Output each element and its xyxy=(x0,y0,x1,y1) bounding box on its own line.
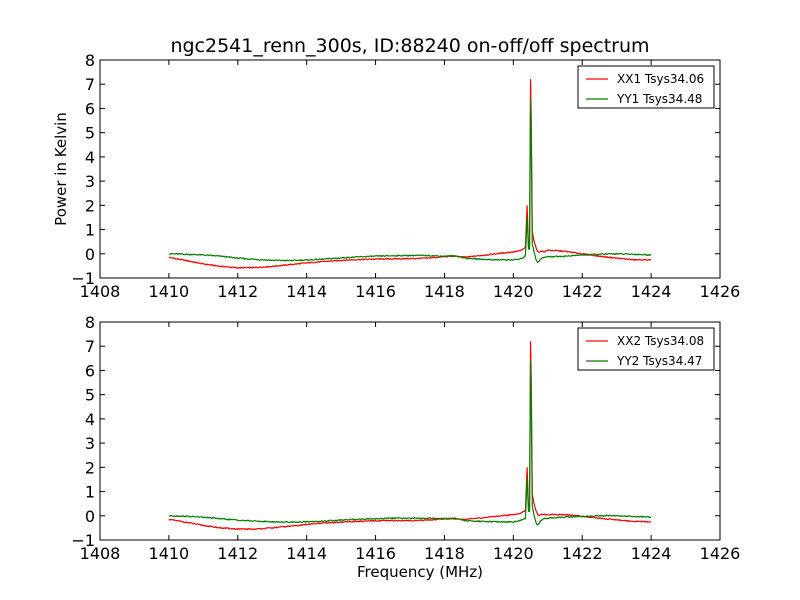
chart-title: ngc2541_renn_300s, ID:88240 on-off/off s… xyxy=(170,35,649,57)
y-tick-label: 7 xyxy=(85,75,95,94)
legend: XX2 Tsys34.08 YY2 Tsys34.47 xyxy=(577,327,715,371)
y-tick-label: 4 xyxy=(85,410,95,429)
legend-label: XX1 Tsys34.06 xyxy=(617,72,704,86)
y-tick-label: −1 xyxy=(71,269,95,288)
plot-frame xyxy=(99,59,721,279)
y-tick-label: 3 xyxy=(85,172,95,191)
x-tick-label: 1416 xyxy=(355,544,396,563)
x-tick-label: 1426 xyxy=(700,282,741,301)
y-tick-label: 6 xyxy=(85,361,95,380)
y-axis-label: Power in Kelvin xyxy=(52,112,70,226)
x-tick-label: 1422 xyxy=(562,282,603,301)
x-tick-label: 1414 xyxy=(286,282,327,301)
y-tick-label: 5 xyxy=(85,124,95,143)
y-tick-label: 5 xyxy=(85,386,95,405)
series-line-1 xyxy=(168,78,652,269)
y-tick-label: 0 xyxy=(85,507,95,526)
x-tick-label: 1422 xyxy=(562,544,603,563)
legend-label: YY1 Tsys34.48 xyxy=(616,92,702,106)
x-tick-label: 1408 xyxy=(80,282,121,301)
series-line-2 xyxy=(168,98,652,263)
y-tick-label: 8 xyxy=(85,313,95,332)
x-tick-label: 1424 xyxy=(631,282,672,301)
series-line-2 xyxy=(168,359,652,526)
y-tick-label: 3 xyxy=(85,434,95,453)
legend-label: YY2 Tsys34.47 xyxy=(616,354,702,368)
x-tick-label: 1420 xyxy=(493,282,534,301)
y-tick-label: 1 xyxy=(85,483,95,502)
x-tick-label: 1424 xyxy=(631,544,672,563)
y-tick-label: 4 xyxy=(85,148,95,167)
y-tick-label: 1 xyxy=(85,221,95,240)
legend-box xyxy=(577,327,715,371)
y-tick-label: 8 xyxy=(85,51,95,70)
plot-frame xyxy=(99,321,721,541)
y-tick-label: −1 xyxy=(71,531,95,550)
top-spectrum-panel: 1408 1410 1412 1414 1416 1418 1420 1422 1424 1426… xyxy=(52,51,740,301)
x-axis-label: Frequency (MHz) xyxy=(357,563,483,581)
x-tick-label: 1414 xyxy=(286,544,327,563)
x-tick-label: 1412 xyxy=(217,544,258,563)
y-tick-label: 2 xyxy=(85,196,95,215)
legend: XX1 Tsys34.06 YY1 Tsys34.48 xyxy=(577,65,715,109)
x-tick-label: 1418 xyxy=(424,282,465,301)
x-tick-label: 1410 xyxy=(149,282,190,301)
series-line-1 xyxy=(168,340,652,531)
legend-label: XX2 Tsys34.08 xyxy=(617,334,704,348)
x-tick-label: 1426 xyxy=(700,544,741,563)
x-tick-label: 1412 xyxy=(217,282,258,301)
y-tick-label: 6 xyxy=(85,99,95,118)
bottom-spectrum-panel: 1408 1410 1412 1414 1416 1418 1420 1422 1424 1426… xyxy=(71,313,740,581)
x-tick-label: 1420 xyxy=(493,544,534,563)
legend-box xyxy=(577,65,715,109)
x-tick-label: 1410 xyxy=(149,544,190,563)
x-tick-label: 1408 xyxy=(80,544,121,563)
x-tick-label: 1418 xyxy=(424,544,465,563)
y-tick-label: 2 xyxy=(85,458,95,477)
y-tick-label: 7 xyxy=(85,337,95,356)
y-tick-label: 0 xyxy=(85,245,95,264)
x-tick-label: 1416 xyxy=(355,282,396,301)
